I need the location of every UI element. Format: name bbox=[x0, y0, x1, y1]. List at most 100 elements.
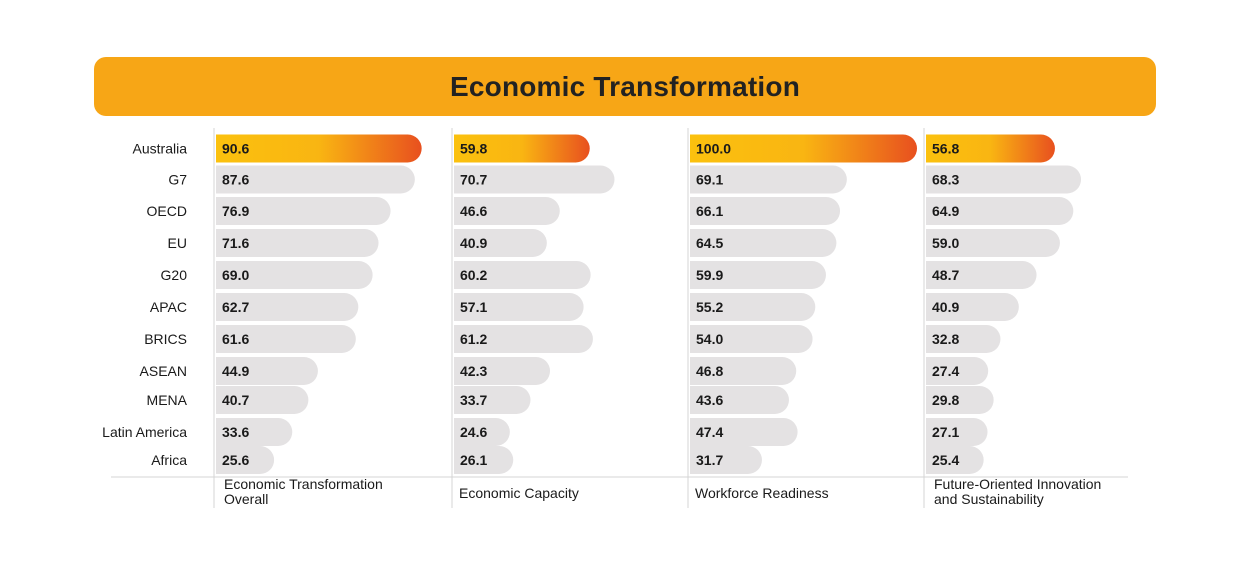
bar-value-label: 27.1 bbox=[932, 424, 959, 440]
bar-value-label: 25.4 bbox=[932, 452, 959, 468]
bar bbox=[690, 418, 798, 446]
bar bbox=[216, 418, 293, 446]
bar bbox=[690, 386, 789, 414]
bar-value-label: 56.8 bbox=[932, 141, 959, 157]
bar bbox=[926, 446, 984, 474]
series-label: Economic Transformation bbox=[224, 476, 383, 492]
category-label: Australia bbox=[133, 141, 188, 157]
series-label: Overall bbox=[224, 491, 268, 507]
bar-value-label: 24.6 bbox=[460, 424, 487, 440]
bar bbox=[690, 325, 813, 353]
bar bbox=[690, 357, 797, 385]
bar bbox=[690, 446, 762, 474]
bar bbox=[926, 386, 994, 414]
bar bbox=[690, 293, 816, 321]
bar-value-label: 31.7 bbox=[696, 452, 723, 468]
bar-value-label: 64.5 bbox=[696, 235, 723, 251]
bar-value-label: 100.0 bbox=[696, 141, 731, 157]
bar-highlight bbox=[926, 134, 1055, 163]
bar-value-label: 55.2 bbox=[696, 299, 723, 315]
bar bbox=[454, 261, 591, 289]
category-label: G20 bbox=[161, 267, 188, 283]
bar-value-label: 46.6 bbox=[460, 203, 487, 219]
chart-title: Economic Transformation bbox=[450, 70, 800, 102]
bar-value-label: 70.7 bbox=[460, 172, 487, 188]
bar bbox=[216, 229, 379, 257]
category-label: APAC bbox=[150, 299, 187, 315]
series-label: Workforce Readiness bbox=[695, 485, 829, 501]
bar-value-label: 57.1 bbox=[460, 299, 487, 315]
bar-value-label: 54.0 bbox=[696, 331, 723, 347]
bar-value-label: 44.9 bbox=[222, 363, 249, 379]
category-label: OECD bbox=[147, 203, 187, 219]
bar-value-label: 64.9 bbox=[932, 203, 959, 219]
bar bbox=[216, 446, 275, 474]
bar bbox=[926, 325, 1001, 353]
bar-value-label: 43.6 bbox=[696, 392, 723, 408]
bar-value-label: 40.7 bbox=[222, 392, 249, 408]
bar-value-label: 26.1 bbox=[460, 452, 487, 468]
category-label: BRICS bbox=[144, 331, 187, 347]
bar-value-label: 61.2 bbox=[460, 331, 487, 347]
bar bbox=[454, 293, 584, 321]
bar bbox=[926, 418, 988, 446]
bar-value-label: 27.4 bbox=[932, 363, 959, 379]
category-label: EU bbox=[168, 235, 187, 251]
bar bbox=[454, 325, 593, 353]
bar-value-label: 40.9 bbox=[932, 299, 959, 315]
bar-value-label: 32.8 bbox=[932, 331, 959, 347]
bar-value-label: 42.3 bbox=[460, 363, 487, 379]
bar bbox=[690, 229, 837, 257]
bar-value-label: 62.7 bbox=[222, 299, 249, 315]
bar-value-label: 33.7 bbox=[460, 392, 487, 408]
bar bbox=[926, 197, 1074, 225]
bar-value-label: 90.6 bbox=[222, 141, 249, 157]
bar bbox=[454, 229, 547, 257]
bar-value-label: 87.6 bbox=[222, 172, 249, 188]
bar bbox=[690, 197, 841, 225]
bar-value-label: 59.8 bbox=[460, 141, 487, 157]
chart-title-banner: Economic Transformation bbox=[94, 57, 1156, 116]
bar bbox=[216, 386, 309, 414]
bar bbox=[216, 165, 415, 194]
series-label: Future-Oriented Innovation bbox=[934, 476, 1101, 492]
category-label: ASEAN bbox=[140, 363, 187, 379]
bar bbox=[454, 386, 531, 414]
bar-value-label: 59.9 bbox=[696, 267, 723, 283]
bar-value-label: 33.6 bbox=[222, 424, 249, 440]
category-label: Latin America bbox=[102, 424, 187, 440]
bar bbox=[454, 446, 514, 474]
bar-value-label: 68.3 bbox=[932, 172, 959, 188]
category-label: Africa bbox=[151, 452, 187, 468]
bar-value-label: 61.6 bbox=[222, 331, 249, 347]
bar-value-label: 46.8 bbox=[696, 363, 723, 379]
bar-value-label: 60.2 bbox=[460, 267, 487, 283]
bar-value-label: 66.1 bbox=[696, 203, 723, 219]
bar-value-label: 76.9 bbox=[222, 203, 249, 219]
bar bbox=[926, 293, 1019, 321]
bar-value-label: 25.6 bbox=[222, 452, 249, 468]
bar-highlight bbox=[454, 134, 590, 163]
bar-value-label: 69.0 bbox=[222, 267, 249, 283]
bar bbox=[216, 357, 318, 385]
bar bbox=[216, 261, 373, 289]
bar bbox=[454, 197, 560, 225]
bar bbox=[216, 197, 391, 225]
bar bbox=[454, 357, 551, 385]
bar bbox=[690, 165, 847, 194]
bar-value-label: 59.0 bbox=[932, 235, 959, 251]
bar bbox=[926, 357, 989, 385]
bar bbox=[926, 165, 1082, 194]
bar-value-label: 47.4 bbox=[696, 424, 723, 440]
bar-value-label: 40.9 bbox=[460, 235, 487, 251]
bar bbox=[926, 261, 1037, 289]
bar-value-label: 48.7 bbox=[932, 267, 959, 283]
bar bbox=[216, 293, 359, 321]
series-label: and Sustainability bbox=[934, 491, 1044, 507]
bar bbox=[216, 325, 356, 353]
bar-value-label: 71.6 bbox=[222, 235, 249, 251]
category-label: G7 bbox=[168, 172, 187, 188]
bar bbox=[454, 418, 510, 446]
bar bbox=[690, 261, 826, 289]
